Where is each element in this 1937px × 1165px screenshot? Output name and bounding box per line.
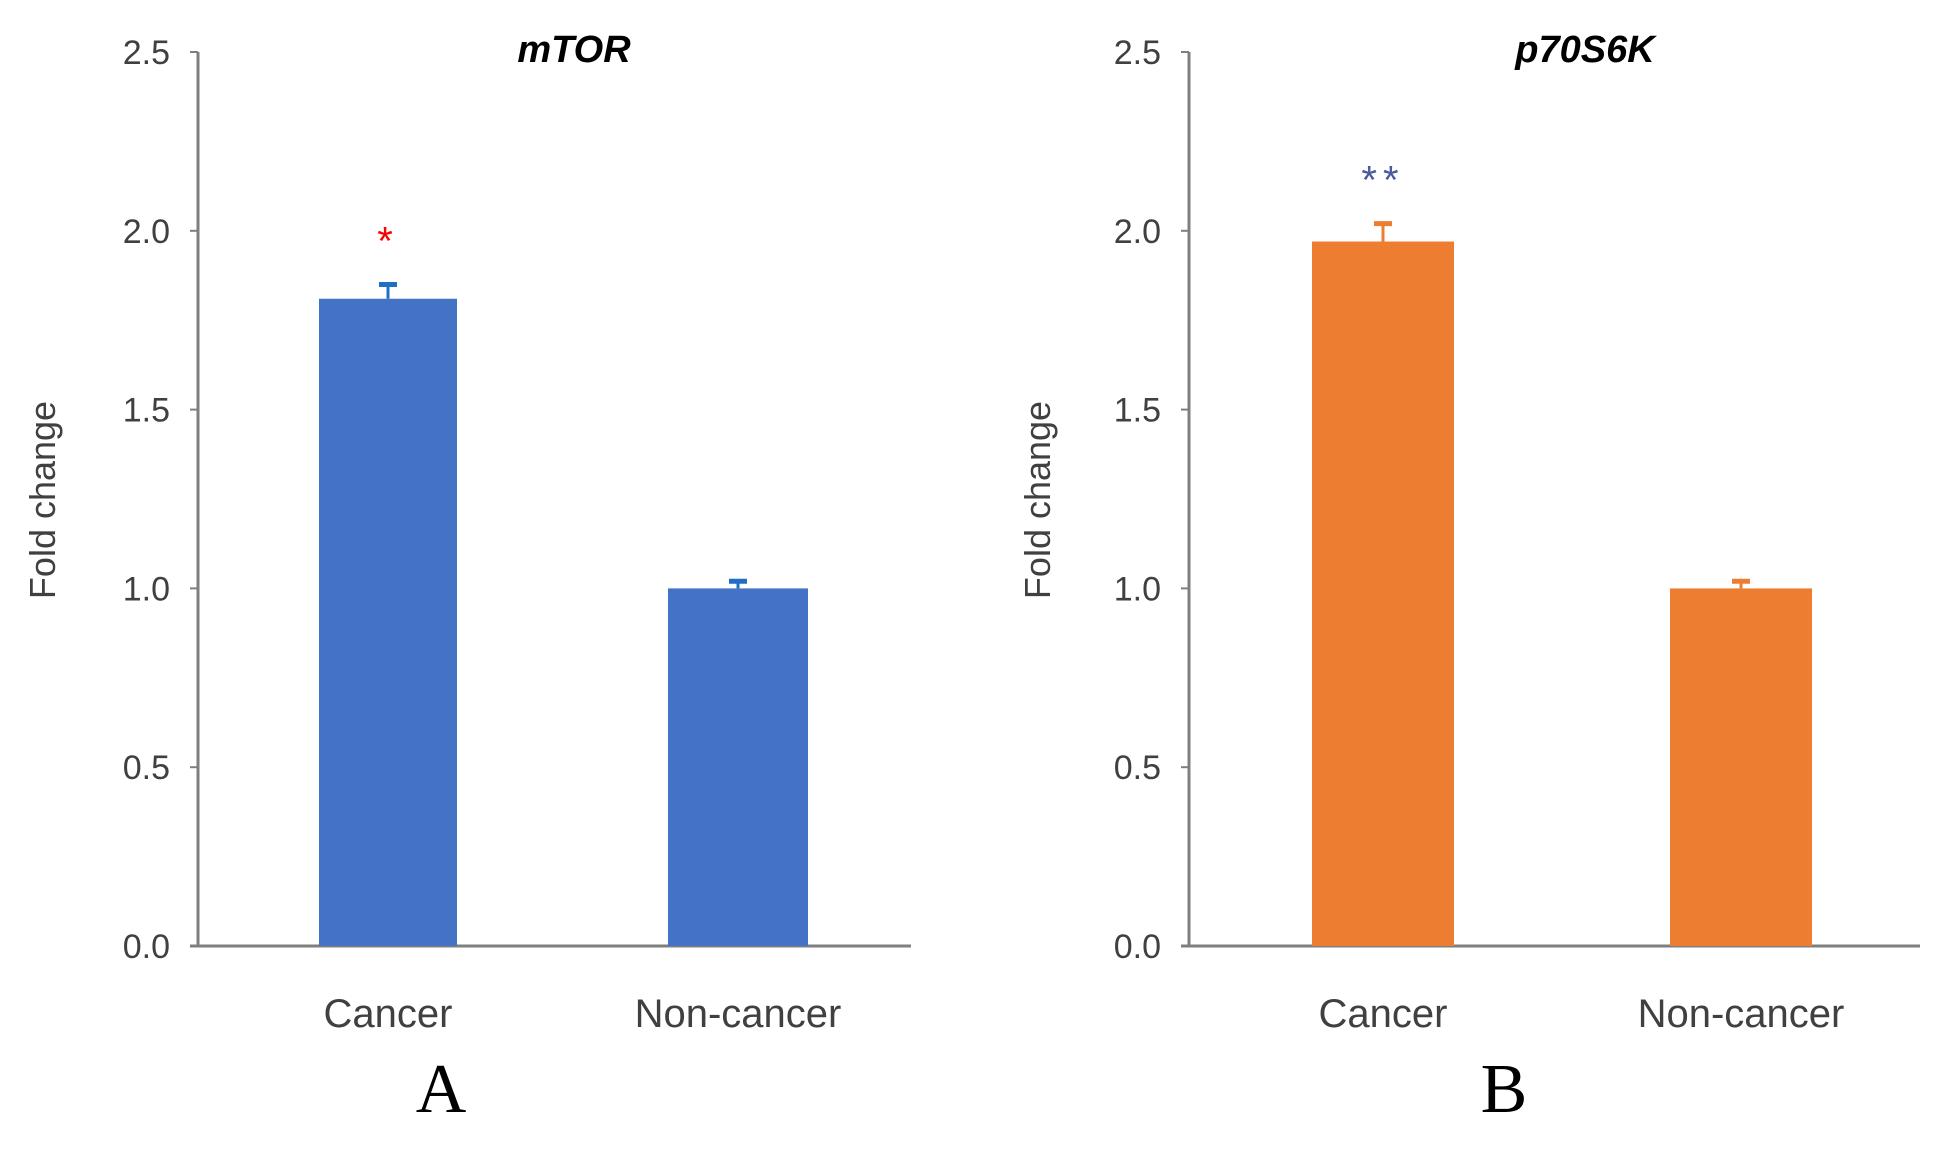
significance-marker: ** [1361, 159, 1404, 203]
panel-label: B [1481, 1051, 1528, 1128]
x-tick-label: Cancer [324, 992, 453, 1036]
significance-marker: * [377, 219, 399, 263]
y-tick-label: 0.0 [1114, 928, 1161, 966]
bar-cancer [319, 298, 457, 946]
y-tick-label: 0.5 [123, 749, 170, 787]
y-tick-label: 2.0 [123, 213, 170, 251]
y-tick-label: 2.5 [123, 34, 170, 72]
y-tick-label: 1.0 [123, 570, 170, 608]
y-tick-label: 0.5 [1114, 749, 1161, 787]
y-tick-label: 1.0 [1114, 570, 1161, 608]
panel-label: A [416, 1051, 467, 1128]
x-tick-label: Non-cancer [1638, 992, 1845, 1036]
y-tick-label: 2.0 [1114, 213, 1161, 251]
x-tick-label: Cancer [1319, 992, 1448, 1036]
x-tick-label: Non-cancer [635, 992, 842, 1036]
bar-non-cancer [1670, 588, 1812, 946]
chart-title: p70S6K [1514, 29, 1657, 71]
y-tick-label: 1.5 [123, 392, 170, 430]
bar-cancer [1312, 241, 1454, 946]
bar-non-cancer [668, 588, 808, 946]
y-tick-label: 2.5 [1114, 34, 1161, 72]
y-axis-label: Fold change [22, 401, 63, 599]
chart-title: mTOR [517, 29, 631, 71]
y-tick-label: 0.0 [123, 928, 170, 966]
y-tick-label: 1.5 [1114, 392, 1161, 430]
y-axis-label: Fold change [1017, 401, 1058, 599]
